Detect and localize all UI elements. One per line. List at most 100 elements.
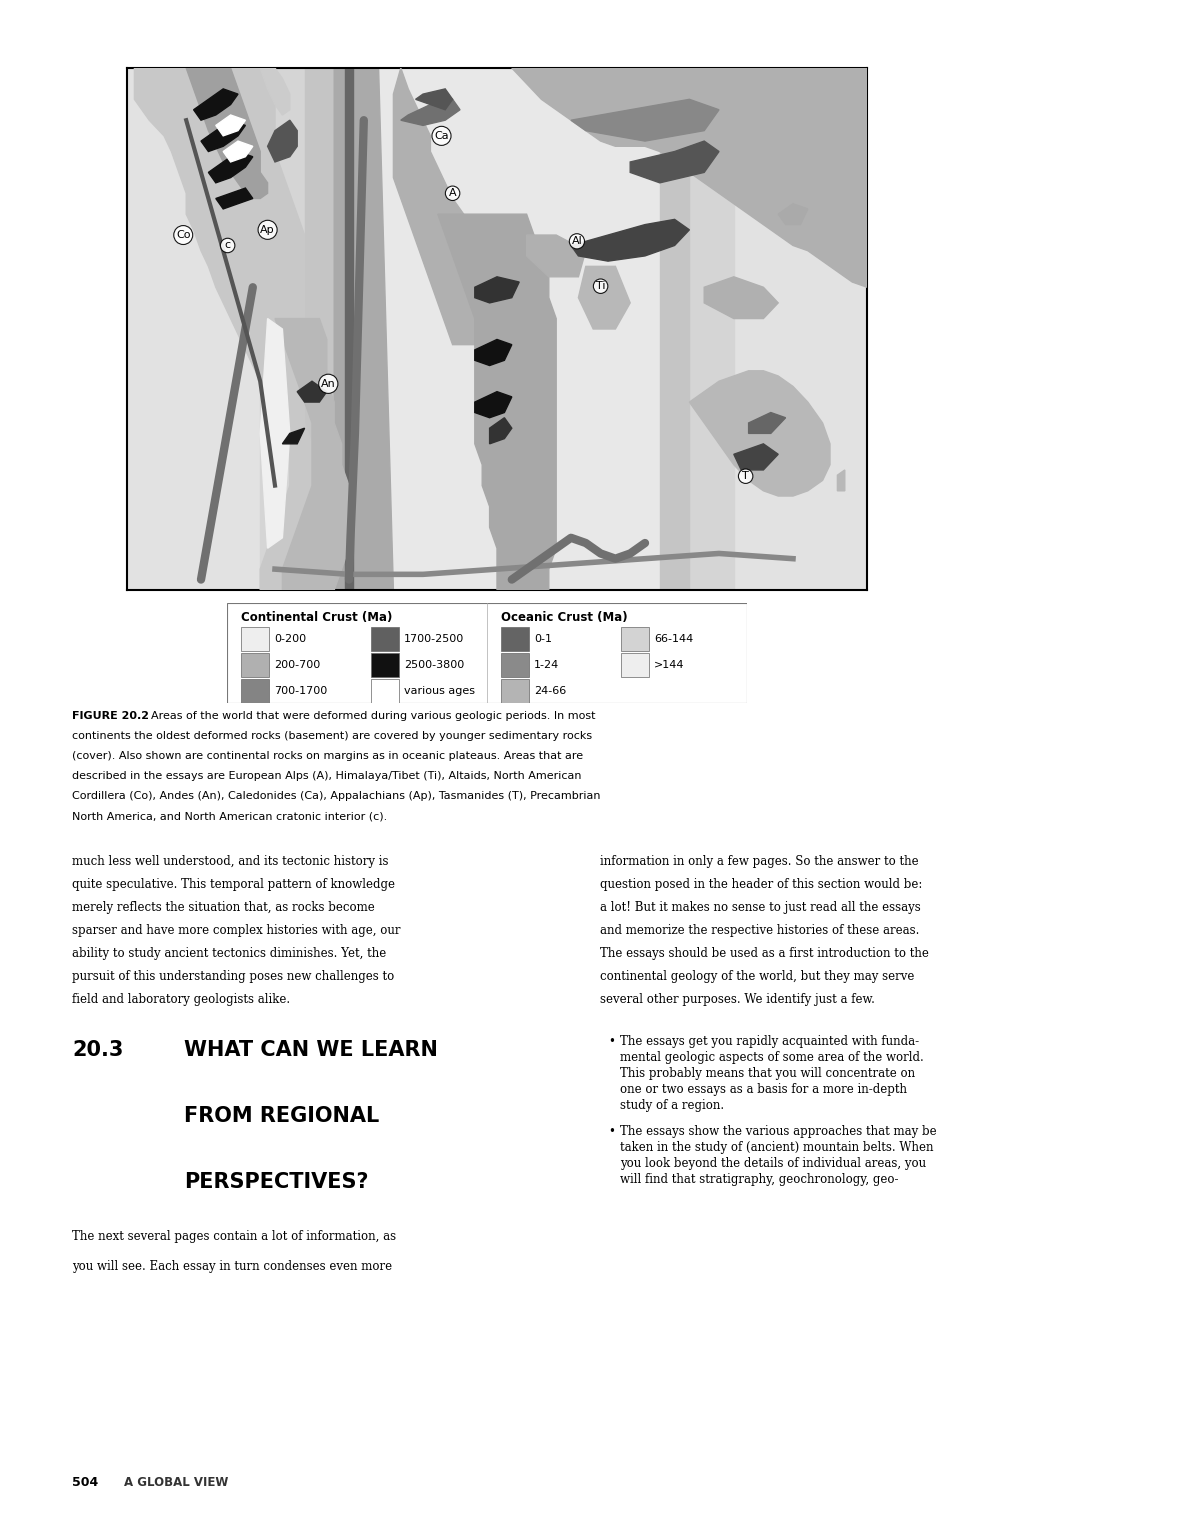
Bar [241, 679, 269, 702]
Text: The next several pages contain a lot of information, as: The next several pages contain a lot of … [72, 1230, 396, 1243]
Polygon shape [475, 339, 512, 365]
Polygon shape [401, 99, 460, 126]
Text: mental geologic aspects of some area of the world.: mental geologic aspects of some area of … [620, 1050, 924, 1064]
Polygon shape [260, 319, 290, 549]
Text: Continental Crust (Ma): Continental Crust (Ma) [241, 611, 392, 625]
Text: This probably means that you will concentrate on: This probably means that you will concen… [620, 1067, 916, 1081]
Text: c: c [224, 240, 230, 251]
Text: 700-1700: 700-1700 [274, 686, 328, 696]
Text: 66-144: 66-144 [654, 634, 694, 644]
Polygon shape [134, 68, 319, 590]
Text: various ages: various ages [404, 686, 475, 696]
Bar [502, 626, 529, 651]
Text: 1-24: 1-24 [534, 660, 559, 670]
Text: several other purposes. We identify just a few.: several other purposes. We identify just… [600, 993, 875, 1006]
Text: •: • [608, 1035, 614, 1047]
Polygon shape [490, 418, 512, 444]
Polygon shape [475, 392, 512, 418]
Text: study of a region.: study of a region. [620, 1099, 724, 1113]
Text: 2500-3800: 2500-3800 [404, 660, 464, 670]
Text: 1700-2500: 1700-2500 [404, 634, 464, 644]
Bar [371, 654, 398, 676]
Text: will find that stratigraphy, geochronology, geo-: will find that stratigraphy, geochronolo… [620, 1173, 899, 1186]
Text: sparser and have more complex histories with age, our: sparser and have more complex histories … [72, 924, 401, 936]
Text: described in the essays are European Alps (A), Himalaya/Tibet (Ti), Altaids, Nor: described in the essays are European Alp… [72, 771, 582, 781]
Polygon shape [734, 444, 779, 470]
Polygon shape [275, 319, 349, 590]
Text: A: A [449, 188, 456, 198]
Polygon shape [346, 68, 353, 590]
Bar [305, 68, 334, 590]
Text: Cordillera (Co), Andes (An), Caledonides (Ca), Appalachians (Ap), Tasmanides (T): Cordillera (Co), Andes (An), Caledonides… [72, 792, 600, 801]
Text: WHAT CAN WE LEARN: WHAT CAN WE LEARN [184, 1040, 438, 1059]
Text: Ap: Ap [260, 225, 275, 234]
Bar [689, 68, 734, 590]
Text: much less well understood, and its tectonic history is: much less well understood, and its tecto… [72, 854, 389, 868]
Text: 0-1: 0-1 [534, 634, 552, 644]
Bar [502, 679, 529, 702]
Text: one or two essays as a basis for a more in-depth: one or two essays as a basis for a more … [620, 1082, 907, 1096]
Text: Co: Co [176, 230, 191, 240]
Text: North America, and North American cratonic interior (c).: North America, and North American craton… [72, 812, 388, 821]
Text: 0-200: 0-200 [274, 634, 306, 644]
Polygon shape [223, 141, 253, 163]
Text: and memorize the respective histories of these areas.: and memorize the respective histories of… [600, 924, 919, 936]
Bar [622, 626, 649, 651]
Polygon shape [415, 88, 452, 109]
Polygon shape [838, 470, 845, 491]
Bar [734, 68, 866, 590]
Text: Ti: Ti [596, 281, 605, 292]
Polygon shape [571, 219, 689, 261]
Text: 24-66: 24-66 [534, 686, 566, 696]
Polygon shape [578, 266, 630, 328]
Bar [622, 654, 649, 676]
Text: FIGURE 20.2: FIGURE 20.2 [72, 711, 149, 720]
Polygon shape [282, 429, 305, 444]
Text: The essays should be used as a first introduction to the: The essays should be used as a first int… [600, 947, 929, 959]
Polygon shape [394, 68, 527, 345]
Text: a lot! But it makes no sense to just read all the essays: a lot! But it makes no sense to just rea… [600, 901, 920, 914]
Text: you will see. Each essay in turn condenses even more: you will see. Each essay in turn condens… [72, 1260, 392, 1274]
Text: ability to study ancient tectonics diminishes. Yet, the: ability to study ancient tectonics dimin… [72, 947, 386, 959]
Text: FROM REGIONAL: FROM REGIONAL [184, 1107, 379, 1126]
Text: Ca: Ca [434, 131, 449, 141]
Text: quite speculative. This temporal pattern of knowledge: quite speculative. This temporal pattern… [72, 879, 395, 891]
Polygon shape [298, 382, 326, 403]
Polygon shape [268, 120, 298, 163]
Text: you look beyond the details of individual areas, you: you look beyond the details of individua… [620, 1157, 926, 1170]
Polygon shape [260, 68, 290, 116]
Polygon shape [202, 120, 246, 152]
Text: Oceanic Crust (Ma): Oceanic Crust (Ma) [502, 611, 628, 625]
Text: merely reflects the situation that, as rocks become: merely reflects the situation that, as r… [72, 901, 374, 914]
Text: •: • [608, 1125, 614, 1138]
Text: Areas of the world that were deformed during various geologic periods. In most: Areas of the world that were deformed du… [137, 711, 595, 720]
Bar [127, 68, 260, 590]
Polygon shape [193, 88, 238, 120]
Bar [241, 654, 269, 676]
Polygon shape [512, 68, 866, 287]
Text: PERSPECTIVES?: PERSPECTIVES? [184, 1172, 368, 1192]
Polygon shape [749, 412, 786, 433]
Bar [371, 679, 398, 702]
Bar [502, 654, 529, 676]
Text: The essays show the various approaches that may be: The essays show the various approaches t… [620, 1125, 937, 1138]
Text: An: An [320, 378, 336, 389]
Text: The essays get you rapidly acquainted with funda-: The essays get you rapidly acquainted wi… [620, 1035, 919, 1047]
Polygon shape [216, 188, 253, 208]
Bar [660, 68, 689, 590]
Text: taken in the study of (ancient) mountain belts. When: taken in the study of (ancient) mountain… [620, 1142, 934, 1154]
Text: continents the oldest deformed rocks (basement) are covered by younger sedimenta: continents the oldest deformed rocks (ba… [72, 731, 592, 740]
Text: continental geology of the world, but they may serve: continental geology of the world, but th… [600, 970, 914, 983]
Text: 20.3: 20.3 [72, 1040, 124, 1059]
Polygon shape [689, 371, 830, 496]
Polygon shape [571, 99, 719, 141]
Polygon shape [704, 277, 779, 319]
Polygon shape [186, 68, 268, 199]
Polygon shape [779, 204, 808, 225]
Polygon shape [216, 116, 246, 135]
Text: (cover). Also shown are continental rocks on margins as in oceanic plateaus. Are: (cover). Also shown are continental rock… [72, 751, 583, 762]
Polygon shape [475, 277, 520, 302]
Polygon shape [527, 236, 586, 277]
Text: Al: Al [571, 236, 582, 246]
Text: 504: 504 [72, 1476, 98, 1490]
